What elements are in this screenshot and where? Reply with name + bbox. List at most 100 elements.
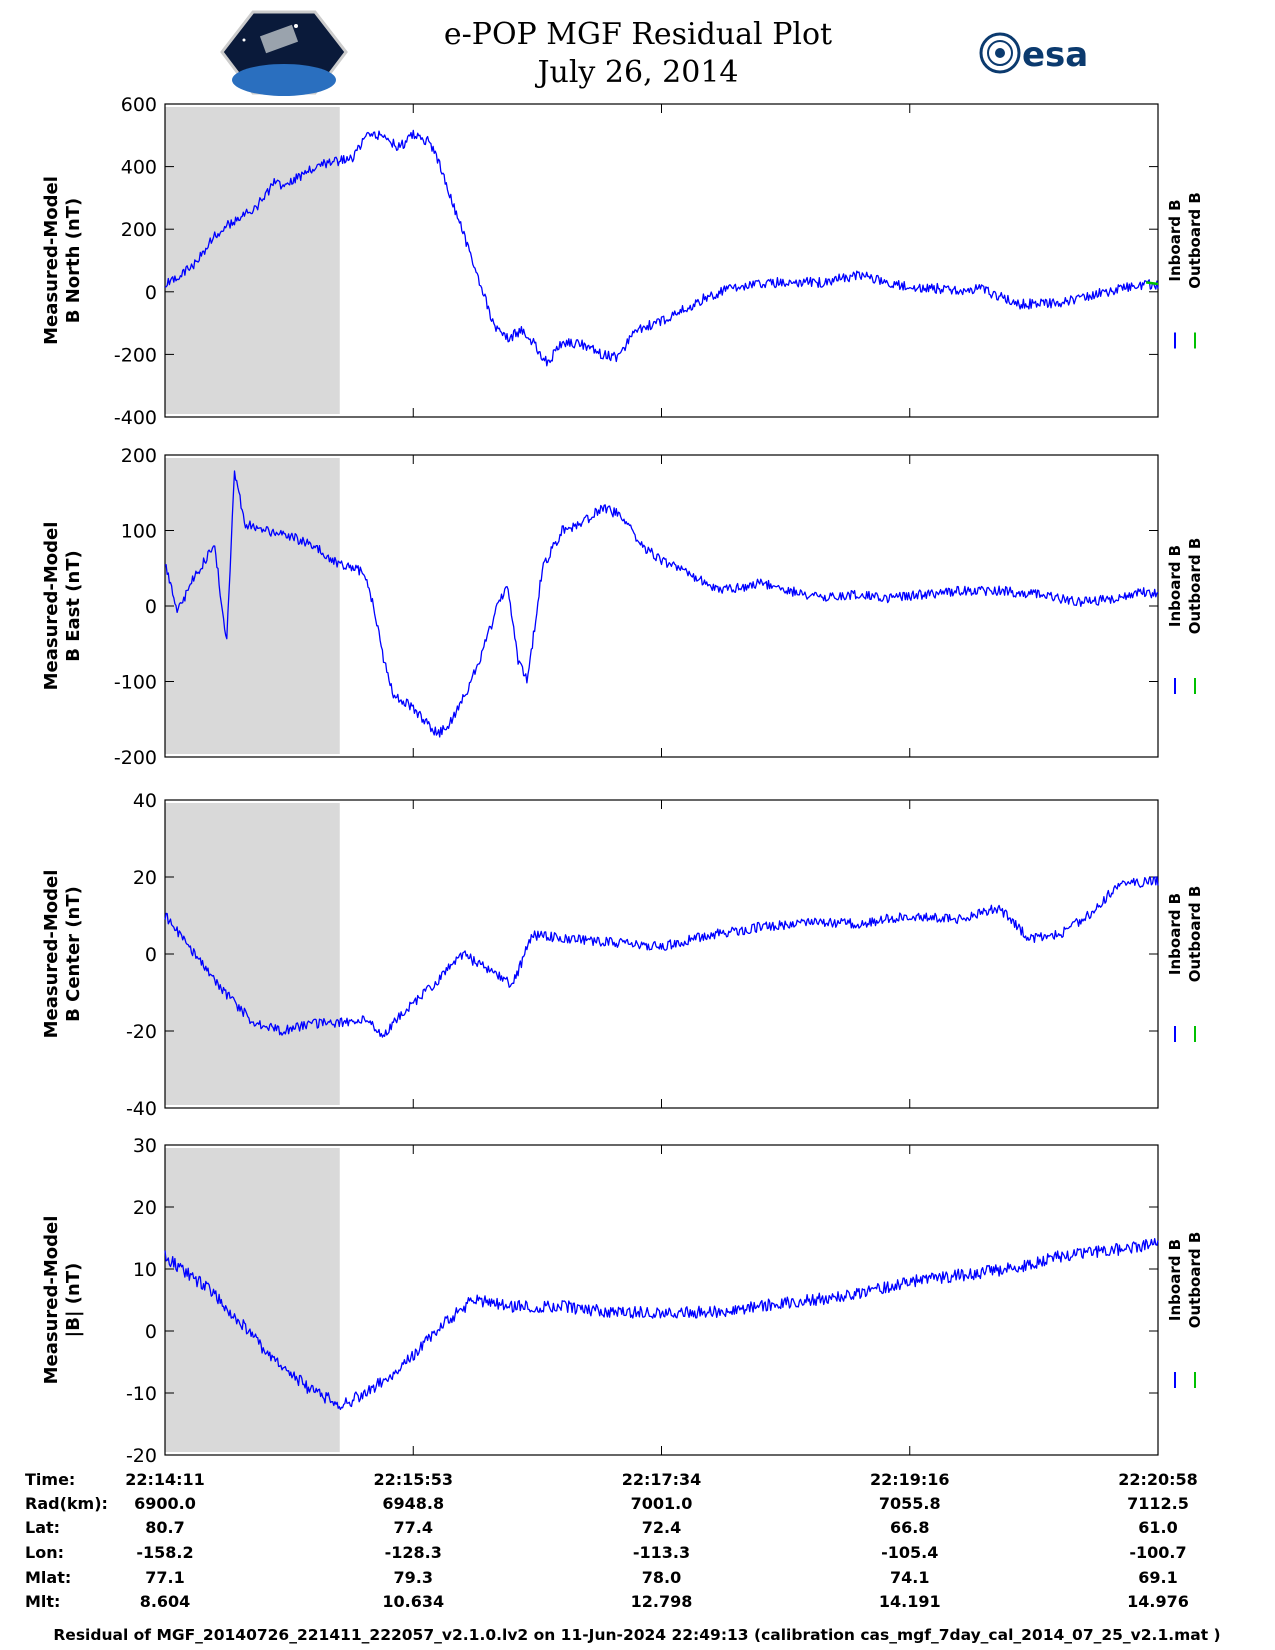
y-tick-label: 0 (145, 596, 157, 618)
y-axis-label-line: Measured-Model (41, 176, 62, 345)
y-axis-label-line: B North (nT) (63, 198, 84, 324)
shaded-region (165, 803, 340, 1105)
esa-logo: esa (979, 32, 1088, 75)
series-line-outboard-b (1145, 281, 1159, 286)
orbit-cell: 78.0 (642, 1568, 681, 1587)
series-line-inboard-b (164, 876, 1159, 1038)
orbit-cell: -128.3 (385, 1543, 442, 1562)
orbit-cell: 14.976 (1127, 1592, 1189, 1611)
series-line-inboard-b (164, 129, 1159, 367)
y-tick-label: -400 (114, 407, 157, 429)
orbit-cell: 7055.8 (879, 1494, 941, 1513)
y-axis-label-line: B East (nT) (63, 550, 84, 662)
plot-panel-1: 600 400 200 0 -200 -400 Measured-ModelB North … (41, 94, 1204, 429)
orbit-cell: 22:14:11 (125, 1470, 205, 1489)
y-axis-label: Measured-ModelB North (nT) (41, 176, 84, 345)
shaded-region (165, 107, 340, 414)
series-line-inboard-b (164, 470, 1159, 738)
y-tick-label: 100 (121, 521, 157, 543)
cassiope-logo (220, 10, 348, 96)
orbit-cell: -105.4 (881, 1543, 938, 1562)
orbit-row-label: Lon: (25, 1543, 64, 1562)
y-tick-label: -10 (126, 1383, 157, 1405)
orbit-row-label: Mlt: (25, 1592, 60, 1611)
orbit-cell: 6948.8 (382, 1494, 444, 1513)
y-axis-label: Measured-Model|B| (nT) (41, 1216, 84, 1385)
legend-inboard-label: Inboard B (1166, 199, 1184, 281)
orbit-cell: 61.0 (1138, 1518, 1177, 1537)
y-tick-label: 200 (121, 445, 157, 467)
plot-panel-3: 40 20 0 -20 -40 Measured-ModelB Center (nT) In… (41, 790, 1204, 1120)
orbit-cell: 8.604 (140, 1592, 191, 1611)
y-tick-label: 0 (145, 282, 157, 304)
page-title: e-POP MGF Residual Plot (444, 17, 832, 52)
y-tick-label: 30 (133, 1135, 157, 1157)
esa-wordmark: esa (1022, 35, 1088, 75)
plot-panel-4: 30 20 10 0 -10 -20 Measured-Model|B| (nT) Inboa… (41, 1135, 1204, 1467)
orbit-cell: 66.8 (890, 1518, 929, 1537)
y-axis-label-line: B Center (nT) (63, 886, 84, 1022)
orbit-table: Time: Rad(km): Lat: Lon: Mlat: Mlt: 22:14:11 69… (25, 1470, 1198, 1611)
y-tick-label: 0 (145, 1321, 157, 1343)
shaded-region (165, 1148, 340, 1452)
y-tick-label: -40 (126, 1098, 157, 1120)
plot-panel-2: 200 100 0 -100 -200 Measured-ModelB East (nT)… (41, 445, 1204, 769)
orbit-cell: 12.798 (631, 1592, 693, 1611)
y-tick-label: -200 (114, 344, 157, 366)
orbit-cell: 22:20:58 (1118, 1470, 1198, 1489)
orbit-cell: 77.1 (145, 1568, 184, 1587)
legend-inboard-label: Inboard B (1166, 545, 1184, 627)
footer-caption: Residual of MGF_20140726_221411_222057_v… (53, 1626, 1220, 1644)
orbit-cell: 10.634 (382, 1592, 444, 1611)
orbit-row-label: Mlat: (25, 1568, 71, 1587)
page-date: July 26, 2014 (534, 55, 738, 90)
y-tick-label: 40 (133, 790, 157, 812)
header: e-POP MGF Residual Plot July 26, 2014 es… (220, 10, 1088, 96)
y-tick-label: -20 (126, 1021, 157, 1043)
y-tick-label: 20 (133, 1197, 157, 1219)
orbit-row-label: Rad(km): (25, 1494, 108, 1513)
legend: Inboard B Outboard B (1166, 538, 1204, 694)
legend: Inboard B Outboard B (1166, 192, 1204, 349)
shaded-region (165, 458, 340, 754)
y-tick-label: 10 (133, 1259, 157, 1281)
legend: Inboard B Outboard B (1166, 1232, 1204, 1388)
y-axis-label-line: Measured-Model (41, 1216, 62, 1385)
legend-outboard-label: Outboard B (1186, 886, 1204, 983)
orbit-cell: 14.191 (879, 1592, 941, 1611)
orbit-row-label: Lat: (25, 1518, 60, 1537)
legend-outboard-label: Outboard B (1186, 1232, 1204, 1329)
y-tick-label: -200 (114, 747, 157, 769)
y-tick-label: -100 (114, 672, 157, 694)
series-line-inboard-b (164, 1238, 1159, 1411)
orbit-cell: 6900.0 (134, 1494, 196, 1513)
y-axis-label: Measured-ModelB Center (nT) (41, 870, 84, 1039)
orbit-cell: 77.4 (394, 1518, 433, 1537)
y-tick-label: 20 (133, 867, 157, 889)
y-tick-label: 0 (145, 944, 157, 966)
legend-inboard-label: Inboard B (1166, 893, 1184, 975)
y-axis-label: Measured-ModelB East (nT) (41, 522, 84, 691)
orbit-cell: -158.2 (136, 1543, 193, 1562)
orbit-cell: 80.7 (145, 1518, 184, 1537)
legend-inboard-label: Inboard B (1166, 1239, 1184, 1321)
orbit-cell: 22:15:53 (373, 1470, 453, 1489)
orbit-cell: 7001.0 (631, 1494, 693, 1513)
orbit-cell: 69.1 (1138, 1568, 1177, 1587)
orbit-cell: -113.3 (633, 1543, 690, 1562)
orbit-cell: 72.4 (642, 1518, 681, 1537)
y-tick-label: 200 (121, 219, 157, 241)
y-axis-label-line: Measured-Model (41, 870, 62, 1039)
orbit-cell: 79.3 (394, 1568, 433, 1587)
y-tick-label: -20 (126, 1445, 157, 1467)
y-tick-label: 600 (121, 94, 157, 116)
orbit-cell: 22:17:34 (622, 1470, 702, 1489)
y-axis-label-line: Measured-Model (41, 522, 62, 691)
legend: Inboard B Outboard B (1166, 886, 1204, 1042)
orbit-row-label: Time: (25, 1470, 75, 1489)
orbit-cell: -100.7 (1129, 1543, 1186, 1562)
orbit-cell: 22:19:16 (870, 1470, 950, 1489)
legend-outboard-label: Outboard B (1186, 192, 1204, 289)
